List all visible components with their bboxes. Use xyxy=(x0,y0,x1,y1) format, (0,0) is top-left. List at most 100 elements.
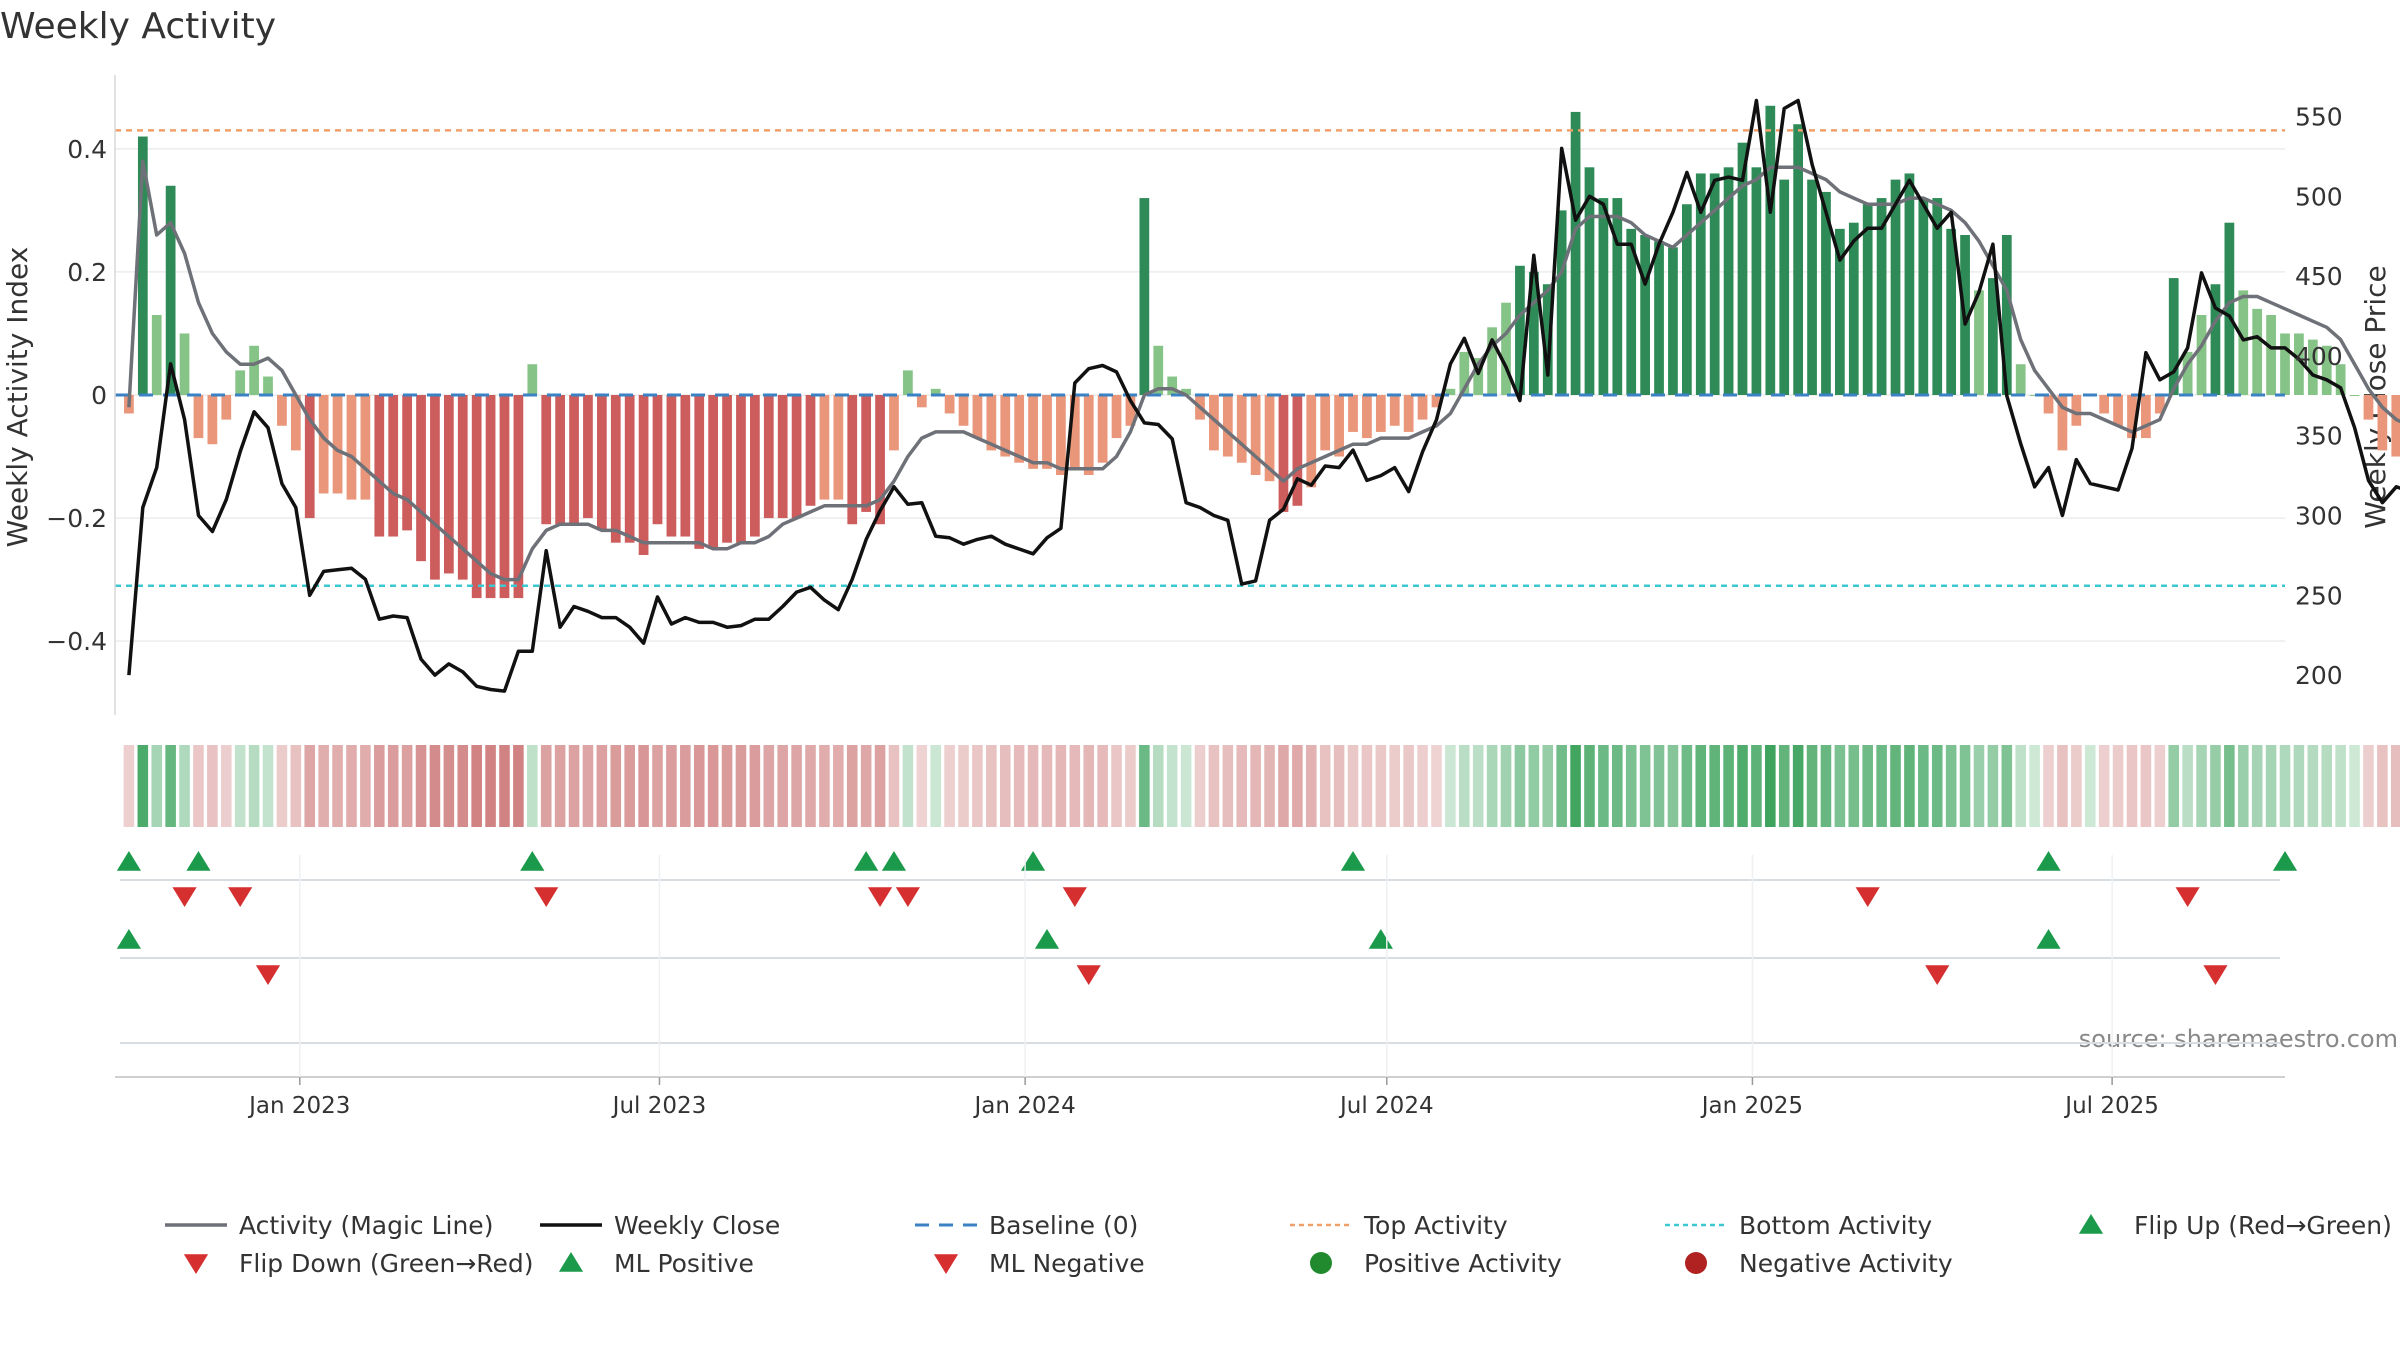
flip-up-marker xyxy=(2036,851,2061,871)
legend-label: ML Negative xyxy=(989,1249,1145,1278)
activity-bar xyxy=(2099,395,2110,414)
activity-strip-cell xyxy=(624,745,635,827)
activity-bar xyxy=(861,395,872,512)
activity-strip-cell xyxy=(930,745,941,827)
activity-bar xyxy=(666,395,677,537)
activity-strip-cell xyxy=(693,745,705,827)
activity-bar xyxy=(1069,395,1080,469)
activity-bar xyxy=(2377,395,2388,451)
activity-strip-cell xyxy=(1945,745,1957,827)
activity-bar xyxy=(1014,395,1025,463)
activity-bar xyxy=(1988,278,1998,395)
flip-down-marker xyxy=(1062,887,1087,907)
activity-strip-cell xyxy=(1918,745,1929,827)
activity-strip-cell xyxy=(944,745,955,827)
activity-strip-cell xyxy=(2126,745,2138,827)
activity-bar xyxy=(944,395,955,414)
ml-positive-marker xyxy=(1368,929,1393,949)
activity-bar xyxy=(1779,179,1790,395)
activity-bar xyxy=(1556,210,1567,395)
activity-bar xyxy=(374,395,385,537)
activity-bar xyxy=(137,136,148,396)
activity-bar xyxy=(1681,204,1692,395)
activity-strip-cell xyxy=(735,745,747,827)
activity-bar xyxy=(1528,271,1539,395)
y-tick-label-right: 350 xyxy=(2295,422,2343,451)
y-tick-label-right: 200 xyxy=(2295,661,2343,690)
activity-strip-cell xyxy=(1959,745,1971,827)
activity-bar xyxy=(1807,179,1817,395)
activity-bar xyxy=(2113,395,2123,426)
activity-strip-cell xyxy=(582,745,594,827)
activity-strip-cell xyxy=(1528,745,1540,827)
activity-strip-cell xyxy=(1667,745,1679,827)
activity-bar xyxy=(2196,315,2207,395)
activity-bar xyxy=(263,376,273,395)
activity-bar xyxy=(1153,345,1164,395)
activity-strip-cell xyxy=(332,745,343,827)
activity-strip-cell xyxy=(763,745,775,827)
activity-bar xyxy=(1222,395,1233,457)
activity-strip-cell xyxy=(833,745,844,827)
activity-strip-cell xyxy=(1792,745,1804,827)
activity-bar xyxy=(2349,395,2360,396)
legend-item: ML Positive xyxy=(558,1249,754,1278)
activity-strip-cell xyxy=(1319,745,1331,827)
activity-bar xyxy=(541,395,552,525)
legend-item: Weekly Close xyxy=(540,1211,780,1240)
activity-bar xyxy=(652,395,663,525)
activity-bar xyxy=(1709,173,1720,395)
activity-strip-cell xyxy=(1639,745,1651,827)
activity-strip-cell xyxy=(2043,745,2054,827)
legend-label: Activity (Magic Line) xyxy=(239,1211,493,1240)
legend-label: Positive Activity xyxy=(1364,1249,1562,1278)
activity-strip-cell xyxy=(2140,745,2152,827)
activity-bar xyxy=(1640,235,1650,395)
activity-bar xyxy=(1876,198,1887,395)
activity-strip-cell xyxy=(1556,745,1567,827)
activity-strip-cell xyxy=(234,745,246,827)
activity-strip-cell xyxy=(1765,745,1776,827)
activity-bar xyxy=(722,395,732,543)
activity-strip-cell xyxy=(1848,745,1860,827)
activity-bar xyxy=(1097,395,1108,463)
activity-bar xyxy=(2015,364,2026,395)
activity-strip-cell xyxy=(596,745,608,827)
activity-bar xyxy=(2294,333,2304,395)
activity-strip-cell xyxy=(2349,745,2360,827)
activity-bar xyxy=(1835,228,1845,395)
activity-strip-cell xyxy=(1278,745,1289,827)
activity-bar xyxy=(1083,395,1094,475)
activity-strip-cell xyxy=(1820,745,1832,827)
activity-bar xyxy=(694,395,705,549)
x-tick-label: Jul 2025 xyxy=(2063,1093,2159,1119)
legend-item: Activity (Magic Line) xyxy=(165,1211,493,1240)
activity-bar xyxy=(1250,395,1261,475)
legend-label: Baseline (0) xyxy=(989,1211,1138,1240)
activity-bar xyxy=(290,395,301,451)
activity-strip-cell xyxy=(638,745,649,827)
activity-strip-cell xyxy=(485,745,496,827)
activity-strip-cell xyxy=(1069,745,1081,827)
activity-bar xyxy=(443,395,454,574)
activity-strip-cell xyxy=(791,745,802,827)
activity-bar xyxy=(499,395,510,599)
activity-bar xyxy=(2141,395,2151,439)
activity-strip-cell xyxy=(1681,745,1693,827)
x-axis: Jan 2023 Jul 2023 Jan 2024 Jul 2024 Jan 2025… xyxy=(115,855,2285,1119)
activity-bar xyxy=(972,395,983,439)
activity-bar xyxy=(1320,395,1331,451)
activity-bar xyxy=(2363,395,2374,420)
activity-bar xyxy=(1403,395,1414,432)
activity-bar xyxy=(889,395,899,451)
activity-strip-cell xyxy=(1472,745,1484,827)
legend-item: Negative Activity xyxy=(1685,1249,1953,1278)
flip-up-marker xyxy=(116,851,142,871)
flip-down-marker xyxy=(534,887,559,907)
activity-bar xyxy=(1292,395,1303,506)
activity-strip-cell xyxy=(1751,745,1762,827)
activity-bar xyxy=(624,395,635,543)
activity-bar xyxy=(1848,222,1859,395)
activity-bar xyxy=(1612,198,1623,395)
activity-bar xyxy=(916,395,927,408)
